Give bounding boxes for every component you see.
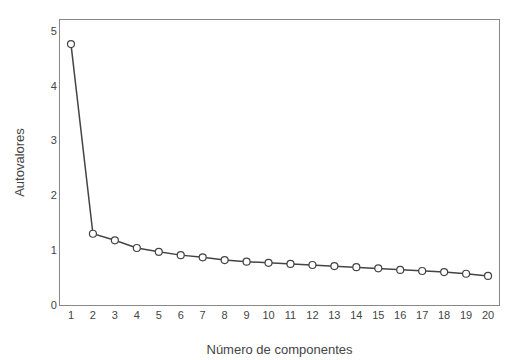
svg-text:16: 16 (394, 309, 406, 321)
svg-text:3: 3 (112, 309, 118, 321)
svg-text:5: 5 (156, 309, 162, 321)
svg-text:4: 4 (51, 80, 57, 92)
svg-text:5: 5 (51, 25, 57, 37)
svg-text:15: 15 (372, 309, 384, 321)
svg-text:0: 0 (51, 299, 57, 311)
svg-text:3: 3 (51, 134, 57, 146)
svg-text:13: 13 (328, 309, 340, 321)
svg-text:9: 9 (244, 309, 250, 321)
svg-text:19: 19 (460, 309, 472, 321)
svg-text:2: 2 (90, 309, 96, 321)
svg-text:11: 11 (285, 309, 296, 321)
svg-text:12: 12 (306, 309, 318, 321)
svg-text:10: 10 (262, 309, 274, 321)
svg-text:20: 20 (482, 309, 494, 321)
svg-text:7: 7 (200, 309, 206, 321)
svg-text:18: 18 (438, 309, 450, 321)
svg-text:1: 1 (51, 244, 57, 256)
svg-text:1: 1 (68, 309, 74, 321)
svg-text:2: 2 (51, 189, 57, 201)
svg-text:Número de componentes: Número de componentes (207, 342, 353, 357)
svg-text:4: 4 (134, 309, 140, 321)
svg-text:17: 17 (416, 309, 428, 321)
svg-text:8: 8 (222, 309, 228, 321)
svg-text:6: 6 (178, 309, 184, 321)
svg-text:Autovalores: Autovalores (12, 128, 27, 197)
svg-text:14: 14 (350, 309, 362, 321)
